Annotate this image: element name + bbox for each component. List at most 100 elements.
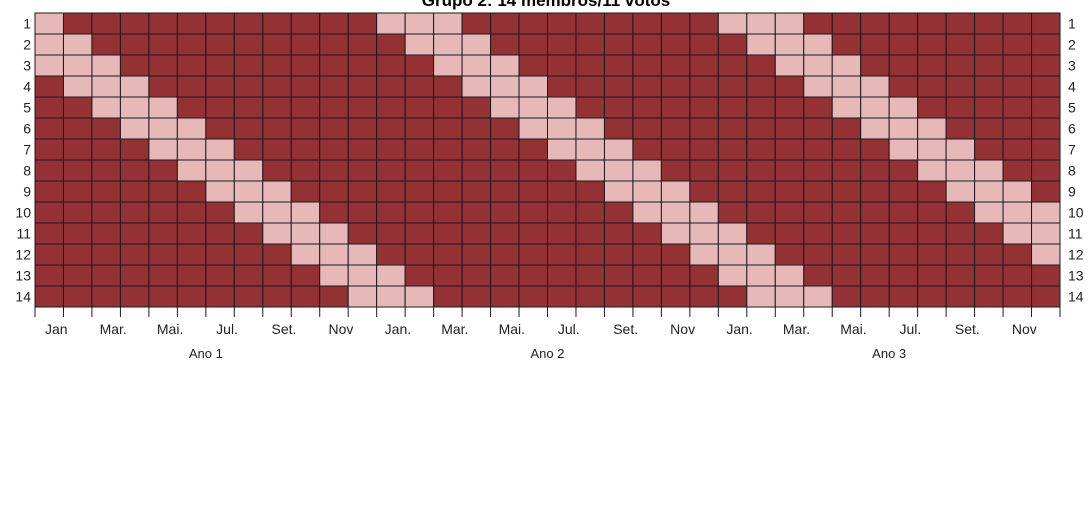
heatmap-cell: [233, 285, 264, 308]
heatmap-cell: [404, 12, 435, 35]
heatmap-cell: [1002, 12, 1033, 35]
heatmap-cell: [632, 12, 662, 35]
heatmap-cell: [689, 96, 719, 119]
heatmap-cell: [831, 201, 862, 224]
heatmap-cell: [518, 117, 548, 140]
heatmap-cell: [1002, 75, 1033, 98]
heatmap-cell: [290, 117, 321, 140]
heatmap-cell: [148, 264, 178, 287]
row-label-right: 2: [1068, 37, 1076, 53]
heatmap-cell: [660, 54, 691, 77]
heatmap-cell: [205, 264, 235, 287]
row-label-right: 6: [1068, 121, 1076, 137]
heatmap-cell: [547, 264, 577, 287]
heatmap-cell: [91, 264, 121, 287]
x-group-label: Ano 2: [531, 346, 565, 361]
heatmap-cell: [347, 117, 378, 140]
heatmap-cell: [490, 117, 520, 140]
heatmap-cell: [803, 159, 833, 182]
heatmap-cell: [176, 159, 207, 182]
x-tick-label: Nov: [670, 321, 695, 337]
heatmap-cell: [603, 285, 634, 308]
heatmap-cell: [433, 285, 463, 308]
heatmap-cell: [632, 201, 662, 224]
heatmap-cell: [518, 138, 548, 161]
heatmap-cell: [717, 117, 748, 140]
heatmap-cell: [974, 201, 1004, 224]
heatmap-cell: [490, 180, 520, 203]
heatmap-cell: [290, 54, 321, 77]
heatmap-cell: [233, 222, 264, 245]
heatmap-cell: [34, 117, 64, 140]
heatmap-cell: [746, 243, 776, 266]
x-tick-label: Mai.: [157, 321, 183, 337]
row-label-left: 1: [23, 16, 31, 32]
heatmap-cell: [290, 243, 321, 266]
heatmap-cell: [319, 159, 349, 182]
heatmap-cell: [575, 54, 605, 77]
heatmap-cell: [347, 180, 378, 203]
heatmap-cell: [660, 138, 691, 161]
heatmap-cell: [62, 54, 93, 77]
heatmap-cell: [603, 138, 634, 161]
heatmap-cell: [1002, 33, 1033, 56]
heatmap-cell: [888, 222, 919, 245]
heatmap-cell: [290, 222, 321, 245]
heatmap-cell: [1002, 222, 1033, 245]
heatmap-cell: [974, 285, 1004, 308]
heatmap-cell: [91, 33, 121, 56]
x-tick-label: Nov: [1012, 321, 1037, 337]
heatmap-cell: [831, 138, 862, 161]
heatmap-cell: [347, 222, 378, 245]
heatmap-cell: [262, 138, 292, 161]
heatmap-cell: [376, 12, 406, 35]
heatmap-cell: [205, 138, 235, 161]
heatmap-cells: [34, 12, 1061, 308]
x-tick-label: Nov: [329, 321, 354, 337]
heatmap-cell: [347, 33, 378, 56]
heatmap-cell: [176, 12, 207, 35]
heatmap-cell: [433, 117, 463, 140]
heatmap-cell: [831, 96, 862, 119]
row-label-left: 3: [23, 58, 31, 74]
heatmap-cell: [689, 138, 719, 161]
x-group-label: Ano 1: [189, 346, 223, 361]
x-tick-label: Jul.: [900, 321, 922, 337]
heatmap-cell: [689, 285, 719, 308]
heatmap-cell: [746, 138, 776, 161]
x-tick-label: Mar.: [100, 321, 127, 337]
heatmap-cell: [176, 201, 207, 224]
heatmap-cell: [91, 12, 121, 35]
heatmap-cell: [575, 264, 605, 287]
heatmap-cell: [518, 75, 548, 98]
heatmap-cell: [461, 222, 492, 245]
heatmap-cell: [319, 54, 349, 77]
heatmap-cell: [290, 264, 321, 287]
heatmap-cell: [945, 159, 976, 182]
row-label-right: 10: [1068, 205, 1084, 221]
heatmap-cell: [461, 75, 492, 98]
heatmap-cell: [1031, 96, 1061, 119]
heatmap-cell: [547, 138, 577, 161]
heatmap-cell: [461, 243, 492, 266]
heatmap-cell: [62, 33, 93, 56]
heatmap-cell: [119, 222, 150, 245]
heatmap-cell: [1031, 222, 1061, 245]
heatmap-cell: [461, 159, 492, 182]
heatmap-cell: [917, 222, 947, 245]
heatmap-cell: [660, 12, 691, 35]
heatmap-cell: [1002, 138, 1033, 161]
heatmap-cell: [1031, 54, 1061, 77]
heatmap-cell: [433, 243, 463, 266]
heatmap-cell: [803, 201, 833, 224]
heatmap-cell: [433, 33, 463, 56]
heatmap-cell: [632, 159, 662, 182]
heatmap-cell: [91, 54, 121, 77]
heatmap-cell: [689, 75, 719, 98]
heatmap-cell: [91, 285, 121, 308]
heatmap-cell: [803, 222, 833, 245]
heatmap-cell: [262, 117, 292, 140]
heatmap-cell: [945, 117, 976, 140]
heatmap-cell: [119, 33, 150, 56]
